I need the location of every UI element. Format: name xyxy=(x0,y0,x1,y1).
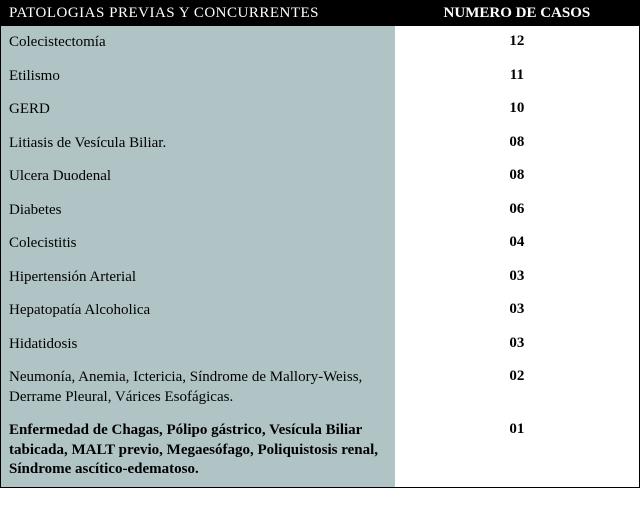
pathology-cell: Etilismo xyxy=(1,60,395,94)
pathology-cell: Hidatidosis xyxy=(1,328,395,362)
table-row: Hidatidosis03 xyxy=(1,328,639,362)
cases-cell: 01 xyxy=(395,414,639,487)
pathology-cell: Diabetes xyxy=(1,194,395,228)
table-row: Neumonía, Anemia, Ictericia, Síndrome de… xyxy=(1,361,639,414)
cases-cell: 06 xyxy=(395,194,639,228)
table-row: Ulcera Duodenal08 xyxy=(1,160,639,194)
cases-cell: 12 xyxy=(395,26,639,60)
cases-cell: 03 xyxy=(395,328,639,362)
cases-cell: 08 xyxy=(395,127,639,161)
table-row: GERD10 xyxy=(1,93,639,127)
cases-cell: 02 xyxy=(395,361,639,414)
pathology-table: PATOLOGIAS PREVIAS Y CONCURRENTES NUMERO… xyxy=(0,0,640,488)
table-body: Colecistectomía12Etilismo11GERD10Litiasi… xyxy=(1,26,639,487)
table-row: Hepatopatía Alcoholica03 xyxy=(1,294,639,328)
header-cases: NUMERO DE CASOS xyxy=(395,1,639,26)
table-row: Diabetes06 xyxy=(1,194,639,228)
cases-cell: 04 xyxy=(395,227,639,261)
cases-cell: 03 xyxy=(395,261,639,295)
cases-cell: 08 xyxy=(395,160,639,194)
header-pathology: PATOLOGIAS PREVIAS Y CONCURRENTES xyxy=(1,1,395,26)
cases-cell: 03 xyxy=(395,294,639,328)
pathology-cell: GERD xyxy=(1,93,395,127)
table-row: Hipertensión Arterial03 xyxy=(1,261,639,295)
table-row: Enfermedad de Chagas, Pólipo gástrico, V… xyxy=(1,414,639,487)
table-row: Etilismo11 xyxy=(1,60,639,94)
pathology-cell: Hepatopatía Alcoholica xyxy=(1,294,395,328)
cases-cell: 10 xyxy=(395,93,639,127)
pathology-cell: Ulcera Duodenal xyxy=(1,160,395,194)
pathology-cell: Enfermedad de Chagas, Pólipo gástrico, V… xyxy=(1,414,395,487)
table-row: Colecistitis04 xyxy=(1,227,639,261)
pathology-cell: Colecistectomía xyxy=(1,26,395,60)
table-row: Litiasis de Vesícula Biliar.08 xyxy=(1,127,639,161)
cases-cell: 11 xyxy=(395,60,639,94)
pathology-cell: Colecistitis xyxy=(1,227,395,261)
table-header-row: PATOLOGIAS PREVIAS Y CONCURRENTES NUMERO… xyxy=(1,1,639,26)
pathology-cell: Litiasis de Vesícula Biliar. xyxy=(1,127,395,161)
table-row: Colecistectomía12 xyxy=(1,26,639,60)
pathology-cell: Hipertensión Arterial xyxy=(1,261,395,295)
pathology-cell: Neumonía, Anemia, Ictericia, Síndrome de… xyxy=(1,361,395,414)
